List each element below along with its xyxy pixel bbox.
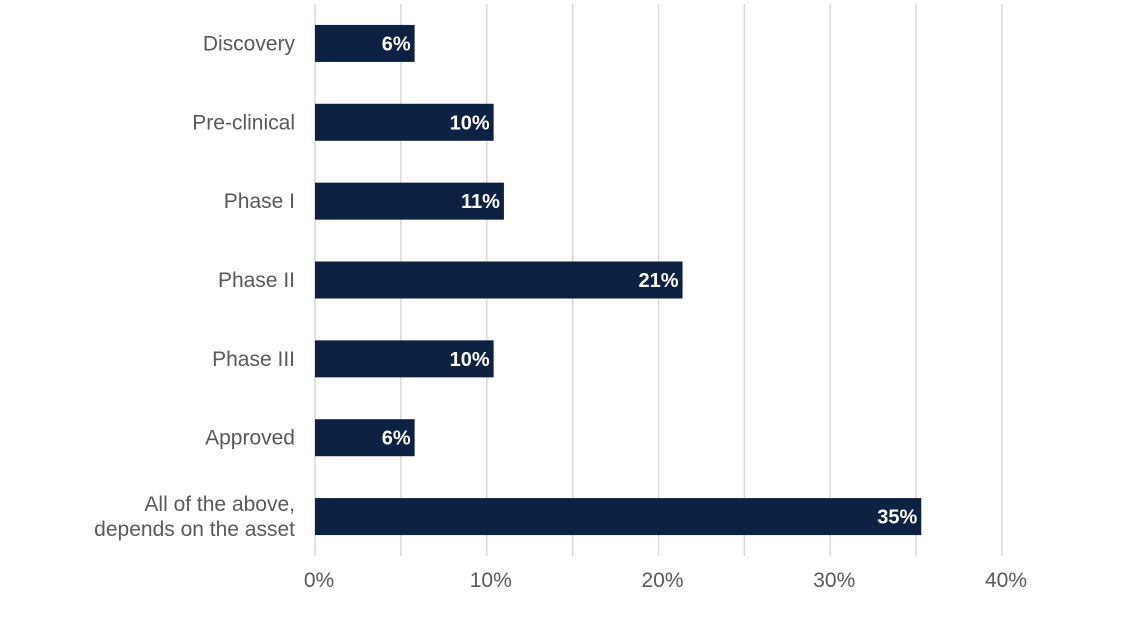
data-label: 10%: [450, 112, 490, 134]
category-label: Pre-clinical: [192, 111, 295, 134]
category-labels: Discovery Pre-clinical Phase I Phase II Phas…: [94, 32, 295, 541]
bar: [315, 498, 922, 536]
bar: [315, 182, 504, 220]
category-label: Phase II: [218, 269, 295, 292]
x-tick-label: 0%: [304, 569, 334, 592]
data-label: 6%: [382, 33, 411, 55]
x-axis-tick-labels: 0% 10% 20% 30% 40%: [304, 569, 1027, 592]
bar: [315, 340, 494, 378]
category-label: Phase III: [212, 348, 295, 371]
category-label: All of the above, depends on the asset: [94, 493, 295, 541]
x-tick-label: 20%: [641, 569, 683, 592]
data-label: 11%: [461, 191, 500, 213]
bars: 6% 10% 11% 21% 10% 6% 35%: [315, 24, 922, 536]
category-label: Discovery: [203, 32, 296, 55]
category-label: Approved: [205, 427, 295, 450]
category-label: Phase I: [224, 190, 295, 213]
data-label: 21%: [639, 270, 679, 292]
bar: [315, 103, 494, 141]
x-tick-label: 10%: [470, 569, 512, 592]
data-label: 6%: [382, 428, 411, 450]
data-label: 10%: [450, 349, 490, 371]
x-tick-label: 40%: [985, 569, 1027, 592]
bar: [315, 419, 415, 457]
data-label: 35%: [877, 507, 917, 529]
x-tick-label: 30%: [813, 569, 855, 592]
bar: [315, 24, 415, 62]
bar: [315, 261, 683, 299]
